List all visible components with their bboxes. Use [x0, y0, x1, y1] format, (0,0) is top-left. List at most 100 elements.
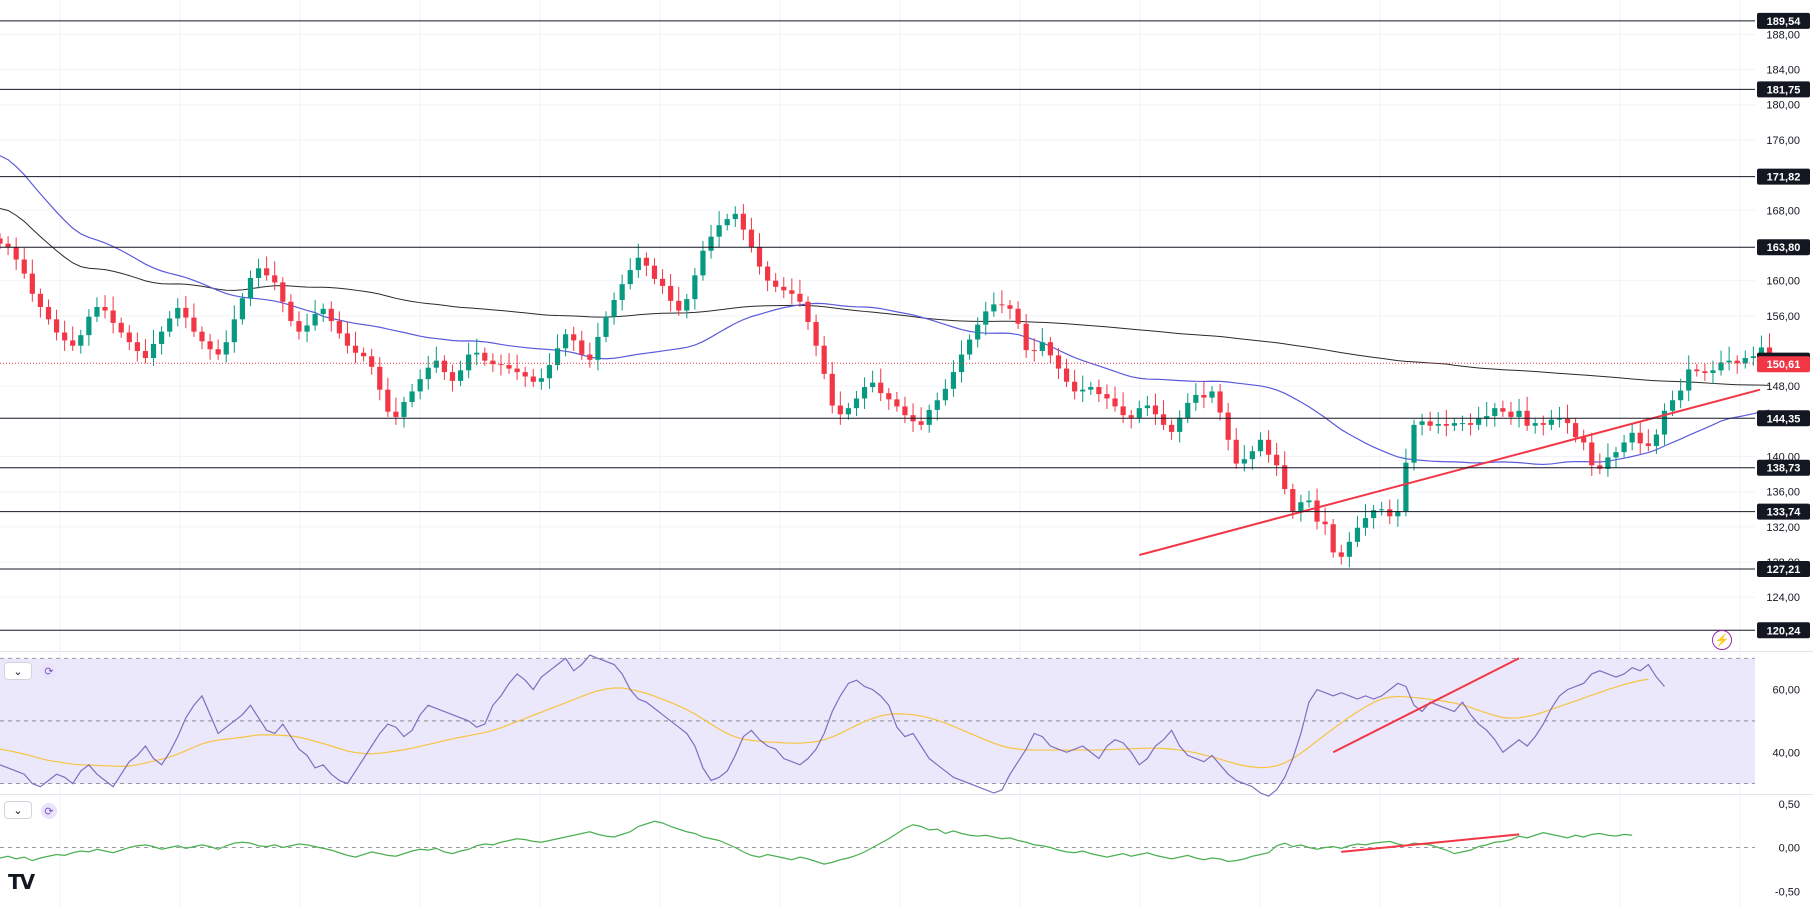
candle	[1160, 400, 1167, 431]
candle	[668, 274, 674, 312]
candle	[1451, 417, 1457, 432]
candle	[369, 348, 375, 375]
candle	[1605, 443, 1611, 477]
candle	[861, 377, 868, 410]
candle	[878, 368, 884, 402]
candle	[191, 303, 197, 337]
price-axis-tick: 132,00	[1766, 522, 1800, 534]
rsi-trendline	[1332, 657, 1520, 754]
candle	[1362, 504, 1369, 536]
price-axis-tick: 180,00	[1766, 100, 1800, 112]
candle	[1508, 401, 1514, 425]
candle	[247, 270, 254, 307]
candle	[159, 326, 165, 355]
candle	[1669, 390, 1676, 417]
cmf-collapse-button[interactable]: ⌄	[4, 801, 32, 819]
candle	[724, 213, 730, 231]
candle	[1136, 400, 1142, 424]
candle	[571, 326, 577, 351]
candle	[1443, 409, 1449, 437]
candle	[1314, 488, 1320, 530]
lightning-icon[interactable]: ⚡	[1712, 630, 1732, 650]
candle	[643, 252, 649, 277]
ma50-line	[0, 155, 1770, 466]
candle	[845, 402, 851, 420]
candle	[1371, 504, 1377, 529]
candle	[942, 379, 948, 406]
cmf-axis-tick: 0,50	[1779, 799, 1800, 811]
level-tag: 133,74	[1757, 503, 1810, 520]
candle	[1637, 420, 1643, 454]
candle	[288, 294, 294, 327]
candle	[1540, 415, 1546, 436]
cmf-sync-icon[interactable]: ⟳	[41, 803, 57, 819]
candle	[1265, 430, 1272, 463]
candle	[1217, 383, 1223, 421]
candle	[1492, 402, 1498, 427]
candle	[5, 236, 11, 256]
candle	[1742, 350, 1748, 369]
candle	[1241, 445, 1247, 472]
candle	[118, 317, 124, 338]
candle	[554, 334, 561, 371]
candle	[538, 368, 544, 390]
level-tag: 163,80	[1757, 239, 1810, 256]
candle	[1597, 453, 1603, 475]
svg-text:120,24: 120,24	[1767, 625, 1802, 637]
candle	[199, 326, 205, 350]
level-tag: 144,35	[1757, 410, 1810, 427]
candle	[1330, 518, 1336, 558]
candle	[215, 339, 221, 360]
candle	[1435, 412, 1441, 434]
candle	[546, 353, 553, 389]
candle	[1516, 398, 1522, 428]
candle	[490, 353, 496, 373]
candle	[474, 338, 480, 366]
candle	[498, 354, 504, 376]
candle	[94, 297, 100, 322]
candle	[1653, 429, 1659, 454]
candle	[255, 258, 262, 289]
candle	[886, 387, 892, 410]
candle	[223, 330, 229, 363]
candle	[530, 369, 536, 388]
candle	[514, 354, 520, 381]
candle	[466, 342, 472, 379]
candle	[1257, 432, 1264, 457]
price-axis-tick: 188,00	[1766, 29, 1800, 41]
candle	[1144, 395, 1150, 417]
rsi-collapse-button[interactable]: ⌄	[4, 662, 32, 680]
candle	[1346, 532, 1352, 568]
candle	[595, 322, 601, 371]
candle	[821, 336, 827, 380]
candle	[425, 355, 431, 390]
candle	[1177, 410, 1183, 443]
candle	[692, 267, 698, 310]
cmf-axis-tick: -0,50	[1775, 886, 1800, 898]
level-tag: 120,24	[1757, 622, 1810, 639]
level-tag: 189,54	[1757, 12, 1810, 29]
candle	[902, 396, 908, 424]
candle	[126, 325, 132, 351]
candle	[320, 303, 326, 322]
candle	[506, 353, 512, 374]
candle	[1306, 490, 1312, 508]
candle	[813, 314, 819, 357]
candle	[312, 299, 318, 331]
candle	[1613, 446, 1619, 468]
candle	[1661, 403, 1668, 446]
candle	[967, 334, 973, 360]
candle	[1500, 400, 1506, 417]
candle	[207, 333, 213, 360]
candle	[983, 301, 989, 336]
rsi-sync-icon[interactable]: ⟳	[41, 663, 57, 679]
cmf-line	[0, 820, 1633, 865]
candle	[393, 397, 399, 425]
rsi-line	[0, 654, 1665, 797]
candle	[1080, 375, 1086, 402]
candle	[239, 292, 245, 325]
candle	[175, 298, 181, 327]
candle	[716, 211, 722, 248]
candle	[53, 309, 60, 341]
